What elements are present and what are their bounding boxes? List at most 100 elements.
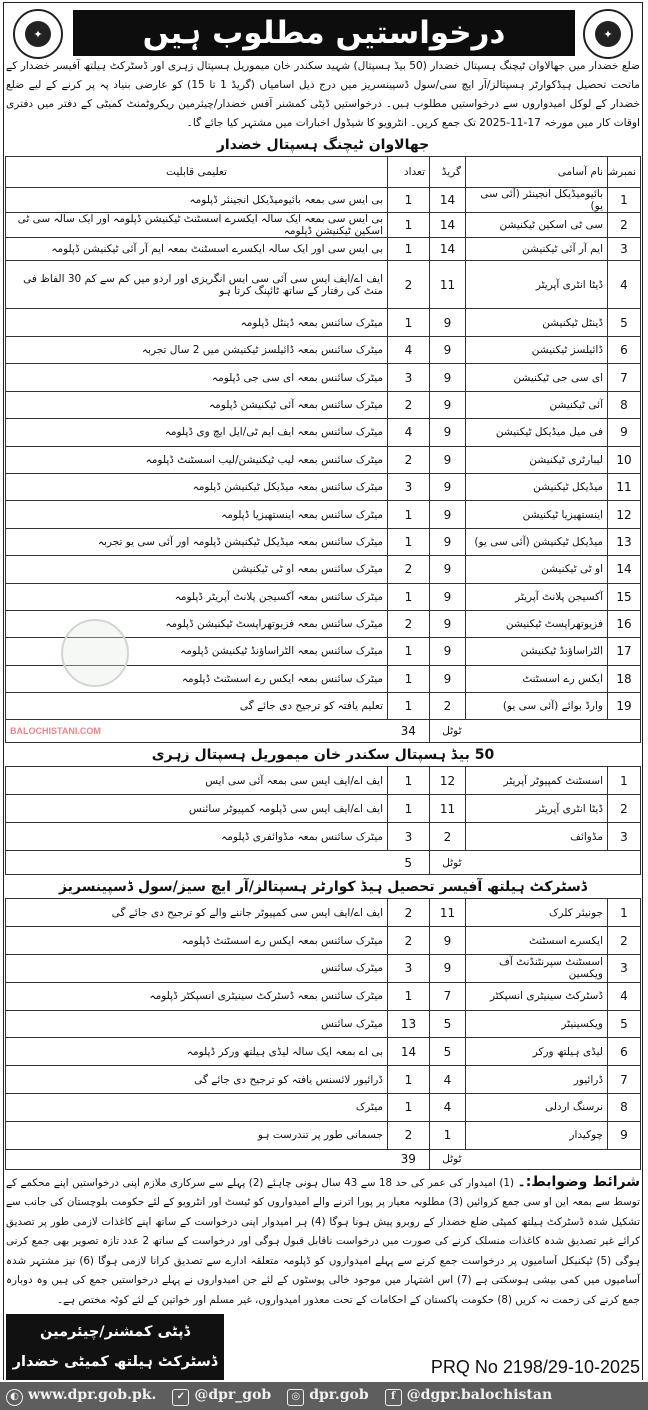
qualification-cell: میٹرک سائنس بمعہ میڈیکل ٹیکنیشن ڈپلومہ	[5, 472, 388, 502]
qualification-cell: میٹرک سائنس بمعہ او ٹی ٹیکنیشن	[5, 555, 388, 584]
qualification-cell: میٹرک سائنس بمعہ ڈسٹرکٹ سینیٹری انسپکٹر …	[5, 981, 388, 1011]
serial-cell: 11	[607, 472, 641, 502]
post-name-cell: ڈسٹرکٹ سینیٹری انسپکٹر	[465, 981, 608, 1011]
post-name-cell: اسسٹنٹ کمپیوٹر آپریٹر	[465, 766, 608, 796]
count-cell: 2	[387, 609, 430, 639]
total-spacer	[465, 719, 641, 744]
total-spacer	[5, 850, 388, 876]
table-row: 6 لیڈی ہیلتھ ورکر 5 14 بی اے بمعہ ایک سالہ ل…	[5, 1037, 641, 1067]
post-name-cell: ایکسرے اسسٹنٹ	[465, 926, 608, 956]
grade-cell: 9	[429, 926, 466, 956]
count-cell: 1	[387, 308, 430, 337]
grade-cell: 12	[429, 766, 466, 796]
post-name-cell: جونیئر کلرک	[465, 898, 608, 928]
grade-cell: 14	[429, 187, 466, 213]
right-emblem-logo: ✦	[583, 9, 633, 59]
footer-website[interactable]: ◐ www.dpr.gob.pk.	[6, 1387, 156, 1406]
serial-cell: 8	[607, 1093, 641, 1122]
grade-cell: 9	[429, 445, 466, 474]
post-name-cell: ڈرائیور	[465, 1065, 608, 1095]
count-cell: 3	[387, 472, 430, 502]
count-cell: 1	[387, 766, 430, 796]
serial-cell: 3	[607, 954, 641, 983]
qualification-cell: میٹرک	[5, 1093, 388, 1122]
serial-cell: 2	[607, 794, 641, 824]
qualification-cell: ایف اے/ایف ایس سی آئی سی ایس انگریزی اور…	[5, 260, 388, 309]
count-cell: 1	[387, 664, 430, 694]
qualification-cell: میٹرک سائنس بمعہ لیب ٹیکنیشن/لیب اسسٹنٹ …	[5, 445, 388, 474]
count-cell: 2	[387, 1120, 430, 1150]
serial-cell: 15	[607, 582, 641, 611]
post-name-cell: میڈیکل ٹیکنیشن (آئی سی یو)	[465, 527, 608, 557]
grade-cell: 11	[429, 898, 466, 928]
twitter-icon: ✓	[172, 1388, 190, 1406]
emblem-icon: ✦	[25, 21, 51, 47]
serial-cell: 2	[607, 212, 641, 238]
signature-block: ڈپٹی کمشنر/چیئرمین ڈسٹرکٹ ہیلتھ کمیٹی خض…	[6, 1314, 224, 1381]
table-row: 5 ڈینٹل ٹیکنیشن 9 1 میٹرک سائنس بمعہ ڈینٹل ڈ…	[5, 308, 641, 337]
grade-cell: 4	[429, 1065, 466, 1095]
table-row: 3 ایم آر آئی ٹیکنیشن 14 1 بی ایس سی اور ایک …	[5, 237, 641, 261]
grade-cell: 9	[429, 664, 466, 694]
table-row: 1 اسسٹنٹ کمپیوٹر آپریٹر 12 1 ایف اے/ایف ایس …	[5, 766, 641, 796]
serial-cell: 2	[607, 926, 641, 956]
qualification-cell: میٹرک سائنس	[5, 954, 388, 983]
serial-cell: 6	[607, 335, 641, 365]
qualification-cell: میٹرک سائنس بمعہ ایکس رے اسسٹنٹ ڈپلومہ	[5, 664, 388, 694]
serial-cell: 5	[607, 308, 641, 337]
table-row: 6 ڈائیلسز ٹیکنیشن 9 4 میٹرک سائنس بمعہ ڈائیل…	[5, 335, 641, 365]
post-name-cell: لیبارٹری ٹیکنیشن	[465, 445, 608, 474]
count-cell: 4	[387, 418, 430, 447]
table-row: 3 اسسٹنٹ سپرنٹنڈنٹ آف ویکسین 9 3 میٹرک سائنس	[5, 954, 641, 983]
left-emblem-logo: ✦	[13, 9, 63, 59]
serial-cell: 18	[607, 664, 641, 694]
table-row: 3 مڈوائف 2 3 میٹرک سائنس بمعہ مڈوائفری ڈپلوم…	[5, 822, 641, 852]
serial-cell: 4	[607, 981, 641, 1011]
table-row: 4 ڈیٹا انٹری آپریٹر 11 2 ایف اے/ایف ایس سی آ…	[5, 260, 641, 309]
ad-title-banner: درخواستیں مطلوب ہیں	[73, 10, 575, 56]
vacancy-table: 1 اسسٹنٹ کمپیوٹر آپریٹر 12 1 ایف اے/ایف ایس …	[5, 766, 641, 876]
table-row: 9 چوکیدار 1 2 جسمانی طور پر تندرست ہو	[5, 1120, 641, 1150]
footer-twitter[interactable]: ✓ @dpr_gob	[172, 1387, 271, 1406]
count-cell: 1	[387, 187, 430, 213]
count-cell: 4	[387, 335, 430, 365]
serial-cell: 1	[607, 766, 641, 796]
qualification-cell: ایف اے/ایف ایس سی کمپیوٹر جاننے والے کو …	[5, 898, 388, 928]
post-name-cell: لیڈی ہیلتھ ورکر	[465, 1037, 608, 1067]
total-spacer	[5, 1148, 388, 1170]
count-cell: 14	[387, 1037, 430, 1067]
qualification-cell: میٹرک سائنس بمعہ آئی ٹیکنیشن ڈپلومہ	[5, 390, 388, 420]
serial-cell: 7	[607, 363, 641, 392]
qualification-cell: تعلیم یافتہ کو ترجیح دی جائے گی	[5, 692, 388, 721]
post-name-cell: چوکیدار	[465, 1120, 608, 1150]
count-cell: 3	[387, 954, 430, 983]
qualification-cell: میٹرک سائنس بمعہ ڈینٹل ڈپلومہ	[5, 308, 388, 337]
footer-facebook[interactable]: f @dgpr.balochistan	[384, 1387, 552, 1406]
serial-cell: 12	[607, 500, 641, 529]
table-row: 10 لیبارٹری ٹیکنیشن 9 2 میٹرک سائنس بمعہ لیب…	[5, 445, 641, 474]
post-name-cell: ڈیٹا انٹری آپریٹر	[465, 260, 608, 309]
column-header: نام آسامی	[465, 156, 608, 188]
count-cell: 1	[387, 794, 430, 824]
emblem-icon: ✦	[595, 21, 621, 47]
qualification-cell: میٹرک سائنس بمعہ ڈائیلسز ٹیکنیشن میں 2 س…	[5, 335, 388, 365]
count-cell: 1	[387, 212, 430, 238]
post-name-cell: نرسنگ اردلی	[465, 1093, 608, 1122]
grade-cell: 9	[429, 555, 466, 584]
section-title: 50 بیڈ ہسپتال سکندر خان میموریل ہسپتال ز…	[151, 747, 495, 764]
facebook-icon: f	[384, 1388, 402, 1406]
count-cell: 1	[387, 1065, 430, 1095]
grade-cell: 9	[429, 637, 466, 666]
table-row: 13 میڈیکل ٹیکنیشن (آئی سی یو) 9 1 میٹرک سائن…	[5, 527, 641, 557]
post-name-cell: اسسٹنٹ سپرنٹنڈنٹ آف ویکسین	[465, 954, 608, 983]
grade-cell: 9	[429, 472, 466, 502]
qualification-cell: میٹرک سائنس بمعہ میڈیکل ٹیکنیشن ڈپلومہ ا…	[5, 527, 388, 557]
grade-cell: 2	[429, 692, 466, 721]
table-row: 8 نرسنگ اردلی 4 1 میٹرک	[5, 1093, 641, 1122]
footer-instagram[interactable]: ◎ dpr.gob	[287, 1387, 369, 1406]
serial-cell: 4	[607, 260, 641, 309]
count-cell: 3	[387, 822, 430, 852]
count-cell: 2	[387, 555, 430, 584]
terms-heading: شرائط وضوابط:۔	[517, 1173, 641, 1190]
serial-cell: 8	[607, 390, 641, 420]
